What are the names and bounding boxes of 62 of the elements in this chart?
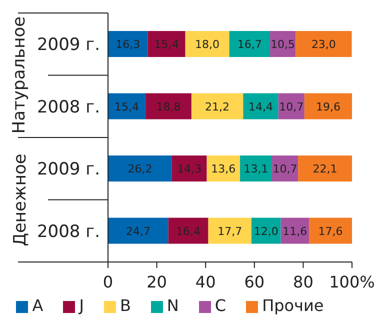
bar (208, 218, 252, 244)
bar (168, 218, 208, 244)
data-label: 19,6 (316, 100, 340, 114)
y-tick-label: 2008 г. (36, 97, 100, 118)
data-label: 17,6 (318, 224, 343, 238)
bar (243, 93, 278, 120)
x-tick-label: 100% (329, 272, 375, 292)
x-tick-label: 80 (293, 272, 314, 292)
y-tick-label: 2008 г. (36, 222, 100, 242)
legend-label: J (79, 296, 84, 315)
data-label: 14,4 (248, 100, 273, 114)
bar (172, 156, 207, 182)
bar (251, 218, 281, 244)
data-label: 10,7 (279, 100, 304, 114)
bar (296, 31, 352, 57)
bar (146, 93, 192, 120)
data-label: 16,4 (176, 224, 201, 238)
bar (206, 156, 240, 182)
legend-label: Прочие (262, 296, 324, 315)
bar (185, 31, 230, 57)
text: Денежное (10, 153, 30, 246)
bar (191, 93, 244, 120)
data-label: 11,6 (282, 224, 308, 238)
data-label: 17,7 (218, 224, 242, 238)
data-label: 12,0 (254, 224, 278, 238)
data-label: 22,1 (312, 162, 338, 176)
x-tick-label: 60 (244, 272, 265, 292)
legend-label: C (214, 296, 226, 315)
y-tick-label: 2009 г. (36, 35, 100, 56)
legend-label: B (120, 296, 131, 315)
bar (309, 218, 352, 244)
data-label: 10,5 (270, 38, 296, 51)
text: Натуральное (10, 16, 30, 134)
legend-label: N (166, 296, 179, 315)
bar (108, 93, 146, 120)
bar (108, 31, 148, 57)
bar (304, 93, 352, 120)
bar (108, 156, 172, 182)
data-label: 10,7 (272, 162, 298, 176)
data-label: 18,0 (195, 38, 220, 51)
data-label: 18,8 (156, 100, 181, 114)
data-label: 13,1 (244, 162, 268, 176)
bar (148, 31, 186, 57)
x-tick-label: 20 (146, 272, 167, 292)
legend-label: A (32, 296, 44, 315)
y-tick-label: 2009 г. (36, 160, 100, 180)
bar (298, 156, 352, 182)
data-label: 15,4 (154, 38, 179, 51)
data-label: 15,4 (114, 100, 140, 114)
data-label: 16,7 (237, 38, 262, 51)
data-label: 13,6 (211, 162, 236, 176)
bar (240, 156, 272, 182)
data-label: 14,3 (177, 162, 202, 176)
x-tick-label: 40 (195, 272, 216, 292)
bar (108, 218, 168, 244)
x-tick-label: 0 (102, 272, 114, 292)
data-label: 26,2 (128, 162, 152, 176)
data-label: 21,2 (205, 100, 230, 114)
data-label: 16,3 (116, 38, 140, 51)
bar (229, 31, 270, 57)
data-label: 23,0 (311, 38, 336, 51)
data-label: 24,7 (126, 224, 150, 238)
